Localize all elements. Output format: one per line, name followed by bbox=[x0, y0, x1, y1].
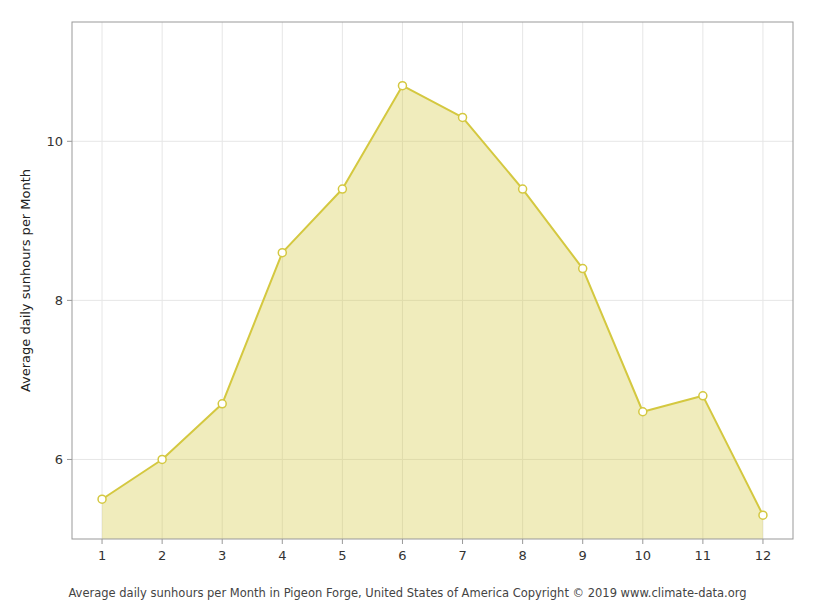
y-tick bbox=[67, 300, 72, 301]
x-tick bbox=[402, 539, 403, 544]
marker bbox=[699, 392, 707, 400]
x-tick bbox=[282, 539, 283, 544]
x-tick-label: 8 bbox=[518, 548, 526, 563]
x-tick bbox=[762, 539, 763, 544]
marker bbox=[639, 408, 647, 416]
marker bbox=[278, 249, 286, 257]
y-tick-label: 8 bbox=[55, 293, 63, 308]
x-tick-label: 6 bbox=[398, 548, 406, 563]
y-tick bbox=[67, 459, 72, 460]
x-tick-label: 12 bbox=[755, 548, 772, 563]
x-tick bbox=[162, 539, 163, 544]
marker bbox=[218, 400, 226, 408]
marker bbox=[579, 265, 587, 273]
x-grid-line bbox=[762, 22, 763, 539]
chart: 1234567891011126810Average daily sunhour… bbox=[0, 0, 815, 611]
plot-frame bbox=[72, 22, 793, 539]
x-tick bbox=[582, 539, 583, 544]
marker bbox=[338, 185, 346, 193]
y-axis-label: Average daily sunhours per Month bbox=[18, 169, 33, 392]
x-grid-line bbox=[102, 22, 103, 539]
x-tick-label: 10 bbox=[635, 548, 652, 563]
x-tick bbox=[702, 539, 703, 544]
footer: Average daily sunhours per Month in Pige… bbox=[68, 586, 746, 600]
x-tick bbox=[522, 539, 523, 544]
x-tick-label: 7 bbox=[458, 548, 466, 563]
marker bbox=[158, 455, 166, 463]
x-tick-label: 9 bbox=[579, 548, 587, 563]
data bbox=[98, 82, 767, 539]
grid bbox=[72, 22, 793, 539]
area bbox=[102, 86, 763, 539]
x-tick-label: 2 bbox=[158, 548, 166, 563]
marker bbox=[98, 495, 106, 503]
x-tick bbox=[102, 539, 103, 544]
y-tick-label: 6 bbox=[55, 452, 63, 467]
x-tick-label: 3 bbox=[218, 548, 226, 563]
line bbox=[102, 86, 763, 516]
x-tick bbox=[642, 539, 643, 544]
x-tick bbox=[462, 539, 463, 544]
x-tick-label: 1 bbox=[98, 548, 106, 563]
x-tick bbox=[222, 539, 223, 544]
y-tick bbox=[67, 141, 72, 142]
x-tick-label: 11 bbox=[695, 548, 712, 563]
x-tick-label: 4 bbox=[278, 548, 286, 563]
marker bbox=[398, 82, 406, 90]
axes: 1234567891011126810 bbox=[46, 134, 771, 563]
y-tick-label: 10 bbox=[46, 134, 63, 149]
x-tick-label: 5 bbox=[338, 548, 346, 563]
marker bbox=[759, 511, 767, 519]
marker bbox=[459, 113, 467, 121]
marker bbox=[519, 185, 527, 193]
x-tick bbox=[342, 539, 343, 544]
